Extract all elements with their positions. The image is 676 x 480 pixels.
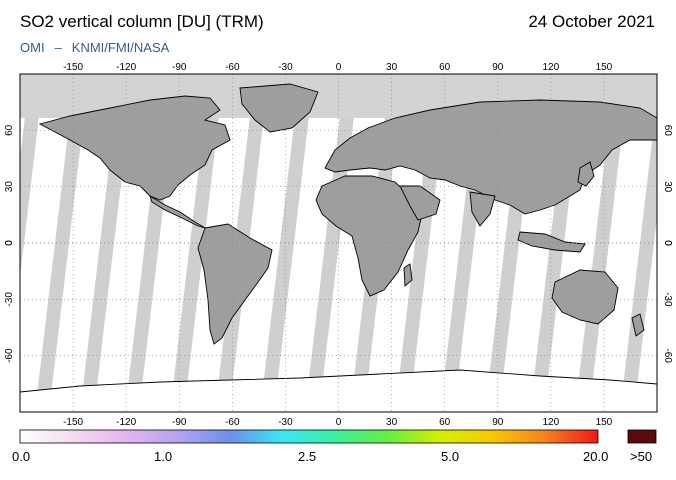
lat-tick-label-left: 60 xyxy=(4,124,15,136)
lon-tick-label-bottom: -60 xyxy=(225,417,240,428)
lon-tick-label-bottom: 150 xyxy=(596,417,613,428)
colorbar-overflow-swatch xyxy=(627,429,657,444)
india xyxy=(469,191,496,227)
lat-tick-label-right: 30 xyxy=(662,181,673,193)
colorbar xyxy=(19,429,657,444)
colorbar-gradient xyxy=(19,429,599,444)
credit-agencies: KNMI/FMI/NASA xyxy=(71,40,170,55)
lon-tick-label-top: 0 xyxy=(336,62,342,73)
lat-tick-label-left: -60 xyxy=(4,348,15,363)
lon-tick-label-top: 30 xyxy=(386,62,398,73)
lon-tick-label-bottom: -120 xyxy=(116,417,136,428)
japan xyxy=(577,161,595,187)
australia xyxy=(551,269,619,325)
lon-tick-label-bottom: -90 xyxy=(172,417,187,428)
arabian-peninsula xyxy=(399,185,441,221)
lon-tick-label-bottom: 0 xyxy=(336,417,342,428)
africa xyxy=(315,175,423,297)
lon-tick-label-bottom: 90 xyxy=(492,417,504,428)
lon-tick-label-top: -30 xyxy=(278,62,293,73)
colorbar-tick-2: 2.5 xyxy=(298,449,317,464)
date-label: 24 October 2021 xyxy=(528,12,655,31)
lat-tick-label-right: -60 xyxy=(662,348,673,363)
greenland xyxy=(239,83,319,133)
map-frame xyxy=(19,73,658,413)
eurasia xyxy=(324,99,657,215)
swath-gap-band xyxy=(35,74,89,412)
lon-tick-label-top: -60 xyxy=(225,62,240,73)
axis-ticks: -150 -150 -120 -120 -90 -90 -60 -60 -30 -30 0 0 30 30… xyxy=(4,62,673,428)
graticule xyxy=(20,74,657,412)
lat-tick-label-right: 0 xyxy=(662,240,673,246)
swath-gap-band xyxy=(260,74,314,412)
lat-tick-label-right: 60 xyxy=(662,125,673,137)
lon-tick-label-top: -90 xyxy=(172,62,187,73)
lat-tick-label-left: 0 xyxy=(4,240,15,246)
lon-tick-label-bottom: -150 xyxy=(63,417,83,428)
swath-gap-band xyxy=(20,74,44,277)
lon-tick-label-top: 150 xyxy=(596,62,613,73)
lon-tick-label-top: 60 xyxy=(439,62,451,73)
lon-tick-label-top: 90 xyxy=(492,62,504,73)
lon-tick-label-top: -150 xyxy=(63,62,83,73)
colorbar-overflow-label: >50 xyxy=(630,449,653,464)
colorbar-tick-1: 1.0 xyxy=(154,449,173,464)
lon-tick-label-bottom: 120 xyxy=(542,417,559,428)
north-america xyxy=(38,95,231,201)
central-america xyxy=(149,194,206,229)
maritime-southeast-asia xyxy=(517,231,586,253)
lat-tick-label-left: 0 xyxy=(4,240,15,246)
lat-tick-label-left: 30 xyxy=(4,181,15,193)
new-zealand xyxy=(631,313,645,337)
colorbar-tick-3: 5.0 xyxy=(441,449,460,464)
lat-tick-label-right: -30 xyxy=(662,292,673,307)
page-title: SO2 vertical column [DU] (TRM) xyxy=(20,12,264,31)
colorbar-tick-4: 20.0 xyxy=(583,449,609,464)
credit-instrument: OMI xyxy=(20,40,45,55)
lon-tick-label-top: 120 xyxy=(542,62,559,73)
swath-gap-band xyxy=(620,99,657,412)
lon-tick-label-bottom: -30 xyxy=(278,417,293,428)
colorbar-tick-0: 0.0 xyxy=(12,449,31,464)
lat-tick-label-right: 0 xyxy=(662,240,673,246)
lon-tick-label-bottom: 30 xyxy=(386,417,398,428)
swath-gap-band xyxy=(575,74,629,412)
madagascar xyxy=(403,263,413,287)
credit-line: OMI – KNMI/FMI/NASA xyxy=(20,40,169,55)
lon-tick-label-bottom: 60 xyxy=(439,417,451,428)
lon-tick-label-top: -120 xyxy=(116,62,136,73)
lat-tick-label-left: -30 xyxy=(4,292,15,307)
credit-separator: – xyxy=(54,40,62,55)
